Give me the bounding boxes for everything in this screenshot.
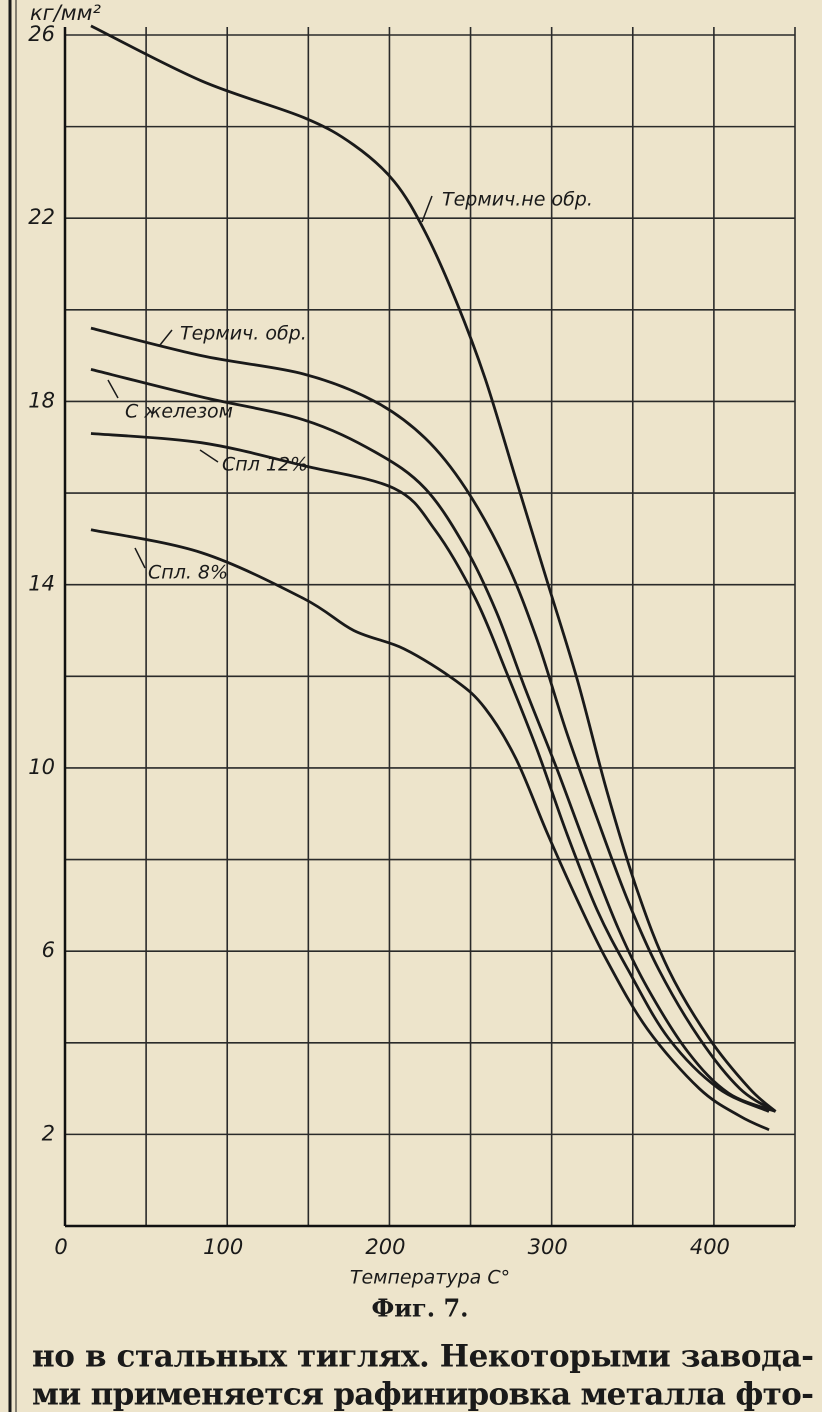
label-leader [134, 547, 146, 569]
y-tick-label: 14 [28, 572, 55, 596]
series-line [90, 528, 770, 1132]
x-tick-label: 100 [203, 1235, 243, 1259]
y-tick-label: 10 [28, 755, 55, 779]
series-line [90, 326, 777, 1113]
y-tick-label: 18 [28, 388, 55, 412]
x-tick-label: 400 [690, 1235, 730, 1259]
label-leader [159, 329, 173, 346]
label-leader [421, 195, 433, 223]
label-leader [199, 449, 219, 463]
series-label: Спл 12% [222, 454, 308, 476]
y-tick-label: 2 [42, 1121, 55, 1145]
y-unit: кг/мм² [30, 1, 101, 25]
series-line [90, 368, 777, 1113]
body-text: но в стальных тиглях. Некоторыми завода- [32, 1339, 814, 1375]
body-text: ми применяется рафинировка металла фто- [32, 1377, 814, 1412]
series-label: Термич. обр. [180, 323, 307, 345]
caption: Фиг. 7. [371, 1294, 468, 1323]
series-label: С железом [125, 401, 233, 423]
x-tick-label: 200 [365, 1235, 405, 1259]
label-leader [107, 379, 119, 399]
x-tick-label: 300 [528, 1235, 568, 1259]
x-tick-label: 0 [54, 1235, 67, 1259]
series-label: Спл. 8% [148, 562, 228, 584]
y-tick-label: 22 [28, 205, 55, 229]
series-line [90, 24, 777, 1113]
y-tick-label: 26 [28, 22, 55, 46]
x-axis-label: Температура C° [350, 1267, 510, 1289]
series-line [90, 432, 770, 1113]
y-tick-label: 6 [42, 938, 55, 962]
series-label: Термич.не обр. [442, 189, 593, 211]
